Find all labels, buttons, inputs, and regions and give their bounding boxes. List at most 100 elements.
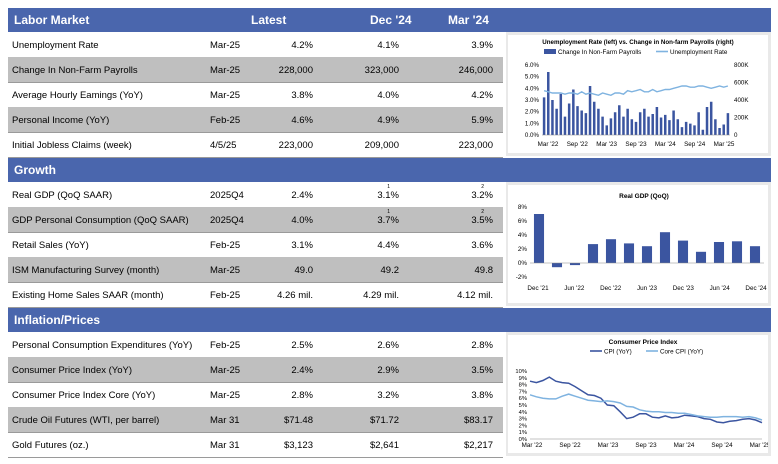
- row-date: Feb-25: [210, 115, 241, 126]
- legend-label-cpi: CPI (YoY): [604, 349, 632, 356]
- growth-header: Growth: [8, 158, 771, 182]
- table-row: Gold Futures (oz.) Mar 31 $3,123 $2,641 $2,2…: [8, 432, 503, 457]
- real-gdp-chart: Real GDP (QoQ) -2% 0% 2% 4% 6% 8% Dec '21 Jun '2…: [508, 185, 768, 303]
- row-label: Real GDP (QoQ SAAR): [12, 190, 113, 201]
- row-mar: 3.9%: [471, 40, 493, 51]
- row-mar: 3.6%: [471, 240, 493, 251]
- y-left-tick-label: 3.0%: [525, 97, 540, 104]
- inflation-title: Inflation/Prices: [14, 313, 101, 327]
- table-row: ISM Manufacturing Survey (month) Mar-25 49…: [8, 257, 503, 282]
- unemployment-payrolls-chart: Unemployment Rate (left) vs. Change in N…: [508, 35, 768, 153]
- row-mar: 3.5%: [471, 365, 493, 376]
- row-date: Mar-25: [210, 365, 241, 376]
- row-divider: [8, 307, 503, 308]
- x-tick-label: Dec '21: [527, 285, 549, 292]
- gdp-bar: [749, 246, 761, 263]
- labor-market-title: Labor Market: [14, 13, 90, 27]
- y-tick-label: 6%: [518, 218, 528, 225]
- row-mar: 4.12 mil.: [457, 290, 493, 301]
- table-row: Consumer Price Index (YoY) Mar-25 2.4% 2.9%…: [8, 357, 503, 382]
- payrolls-bar: [584, 113, 588, 135]
- payrolls-bar: [576, 106, 579, 135]
- y-right-tick-label: 200K: [734, 115, 749, 122]
- payrolls-bar: [559, 93, 563, 135]
- row-date: Mar-25: [210, 390, 241, 401]
- row-label: GDP Personal Consumption (QoQ SAAR): [12, 215, 189, 226]
- table-row: Real GDP (QoQ SAAR) 2025Q4 2.4% 1 3.1% 2 3.2%: [8, 182, 503, 207]
- payrolls-bar: [680, 127, 684, 135]
- x-tick-label: Jun '23: [637, 285, 658, 292]
- row-dec: 4.4%: [377, 240, 399, 251]
- y-left-tick-label: 1.0%: [525, 120, 540, 127]
- y-tick-label: 4%: [519, 410, 527, 416]
- x-tick-label: Sep '22: [567, 141, 589, 148]
- row-latest: $71.48: [283, 415, 313, 426]
- y-left-tick-label: 2.0%: [525, 109, 540, 116]
- y-tick-label: 0%: [519, 437, 527, 443]
- row-divider: [8, 157, 503, 158]
- row-mar: 223,000: [458, 140, 493, 151]
- payrolls-bar: [597, 108, 600, 135]
- y-tick-label: 3%: [519, 417, 527, 423]
- row-dec: 3.2%: [377, 390, 399, 401]
- row-divider: [8, 457, 503, 458]
- unemployment-line: [543, 85, 729, 97]
- payrolls-bar: [551, 100, 554, 135]
- row-mar: 4.2%: [471, 90, 493, 101]
- y-tick-label: 8%: [518, 204, 528, 211]
- payrolls-bar: [709, 101, 713, 135]
- chart-title: Real GDP (QoQ): [619, 193, 669, 200]
- row-latest: 228,000: [278, 65, 313, 76]
- row-label: Gold Futures (oz.): [12, 440, 89, 451]
- payrolls-bar: [663, 114, 667, 135]
- x-tick-label: Sep '24: [684, 141, 706, 148]
- row-divider: [8, 232, 503, 233]
- chart-title: Consumer Price Index: [609, 339, 678, 346]
- payrolls-bar: [659, 117, 663, 135]
- x-tick-label: Mar '24: [674, 442, 695, 449]
- payrolls-bar: [563, 116, 567, 135]
- payrolls-bar: [630, 119, 634, 135]
- gdp-bar: [641, 246, 653, 263]
- payrolls-bar: [693, 125, 696, 135]
- row-dec: 209,000: [364, 140, 399, 151]
- cpi-chart: Consumer Price Index CPI (YoY) Core CPI (Y…: [508, 335, 771, 453]
- payrolls-bar: [618, 105, 621, 135]
- row-mar: 3.8%: [471, 390, 493, 401]
- row-date: Mar-25: [210, 265, 241, 276]
- table-row: Crude Oil Futures (WTI, per barrel) Mar 3…: [8, 407, 503, 432]
- row-mar: 5.9%: [471, 115, 493, 126]
- row-latest: 3.8%: [291, 90, 313, 101]
- x-tick-label: Dec '24: [745, 285, 767, 292]
- row-latest: 2.4%: [291, 365, 313, 376]
- legend-label-core-cpi: Core CPI (YoY): [660, 349, 703, 356]
- payrolls-bar: [701, 129, 705, 135]
- gdp-bar: [659, 232, 671, 263]
- row-mar: 3.5%: [471, 215, 493, 226]
- gdp-bar: [605, 239, 617, 263]
- payrolls-bar: [722, 124, 725, 135]
- row-dec: $2,641: [369, 440, 399, 451]
- row-divider: [8, 432, 503, 433]
- cpi-line: [529, 376, 763, 424]
- table-row: Unemployment Rate Mar-25 4.2% 4.1% 3.9%: [8, 32, 503, 57]
- payrolls-bar: [676, 119, 680, 135]
- row-latest: 3.1%: [291, 240, 313, 251]
- payrolls-bar: [651, 114, 654, 135]
- row-label: Personal Consumption Expenditures (YoY): [12, 340, 193, 351]
- gdp-bar: [551, 263, 563, 268]
- x-tick-label: Jun '24: [710, 285, 731, 292]
- payrolls-bar: [605, 125, 609, 135]
- gdp-bar: [587, 244, 599, 263]
- row-latest: 4.6%: [291, 115, 313, 126]
- core-cpi-line: [529, 393, 763, 421]
- row-latest: 2.4%: [291, 190, 313, 201]
- payrolls-bar: [555, 108, 558, 135]
- gdp-bar: [533, 214, 545, 263]
- y-right-tick-label: 800K: [734, 62, 749, 69]
- row-dec: 2.9%: [377, 365, 399, 376]
- chart-title: Unemployment Rate (left) vs. Change in N…: [542, 39, 734, 46]
- payrolls-bar: [718, 128, 721, 135]
- row-date: Mar-25: [210, 40, 241, 51]
- row-latest: 2.8%: [291, 390, 313, 401]
